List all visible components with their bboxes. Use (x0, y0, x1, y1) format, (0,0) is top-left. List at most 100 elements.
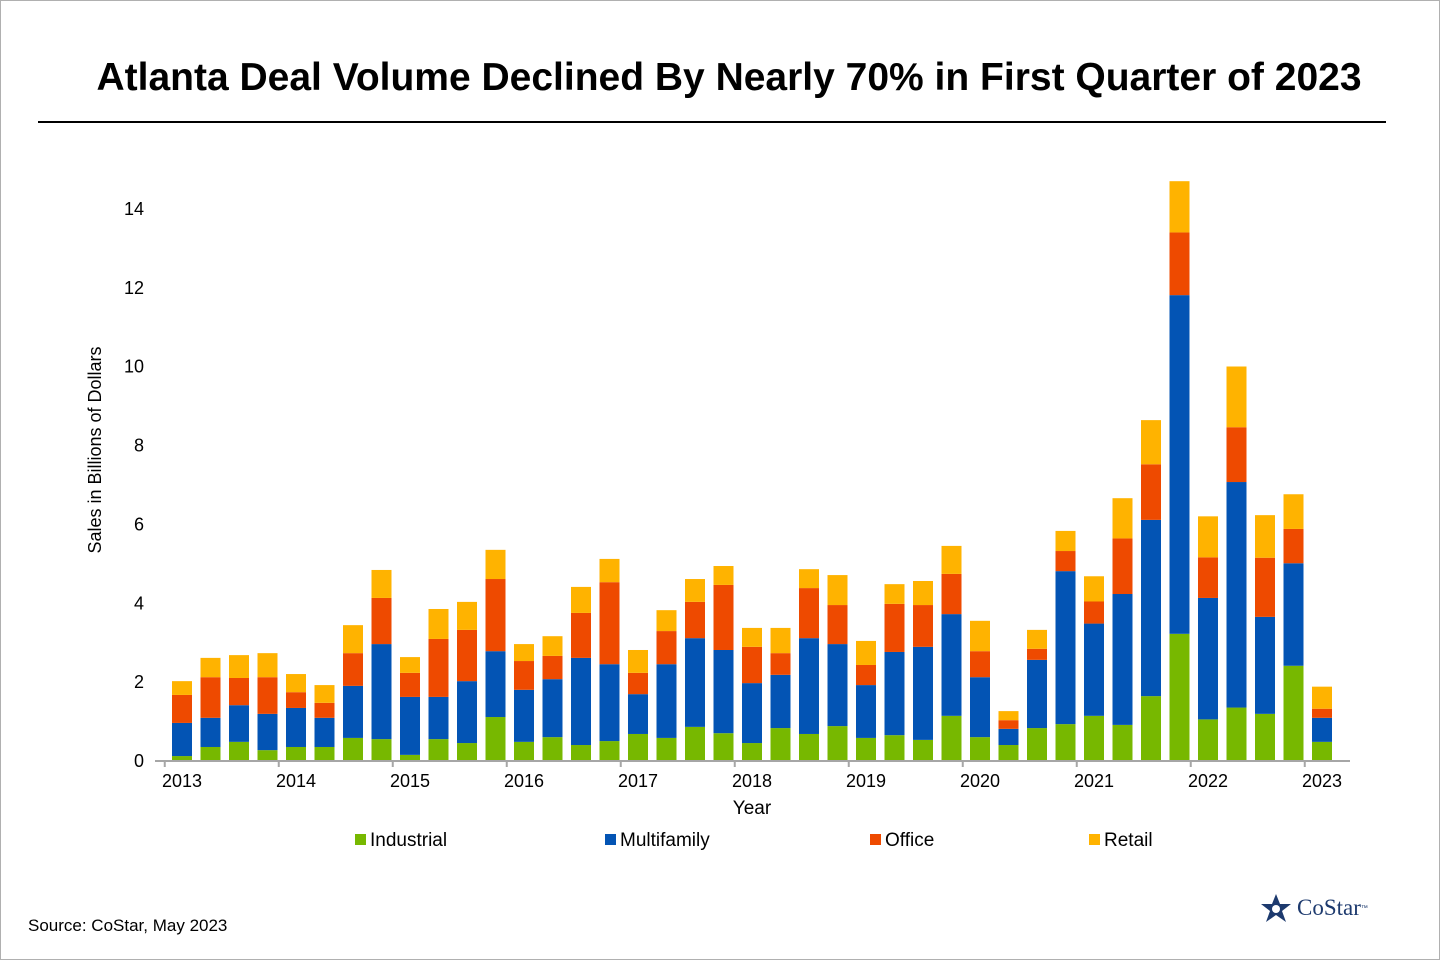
bar-multifamily-28 (970, 677, 990, 738)
bar-retail-31 (1055, 530, 1076, 552)
bar-industrial-2 (229, 741, 249, 760)
bar-office-30 (1027, 648, 1047, 660)
bar-industrial-31 (1055, 724, 1076, 760)
bar-multifamily-12 (514, 689, 534, 742)
bar-retail-34 (1141, 420, 1161, 465)
bar-multifamily-14 (571, 657, 591, 746)
bar-office-25 (884, 603, 905, 652)
legend: Industrial Multifamily Office Retail (355, 830, 1153, 851)
bar-multifamily-36 (1198, 597, 1218, 720)
legend-label: Multifamily (620, 830, 710, 851)
y-tick-label: 4 (134, 593, 144, 613)
bar-office-13 (542, 655, 563, 680)
bar-industrial-16 (628, 733, 648, 760)
bar-industrial-19 (713, 733, 734, 760)
source-note: Source: CoStar, May 2023 (28, 916, 228, 935)
x-tick-label: 2020 (960, 771, 1000, 791)
chart-title: Atlanta Deal Volume Declined By Nearly 7… (96, 56, 1362, 99)
bar-office-5 (314, 702, 335, 718)
bar-industrial-3 (257, 750, 278, 760)
bar-multifamily-22 (799, 638, 819, 734)
bar-retail-23 (827, 575, 848, 606)
bar-industrial-0 (172, 756, 192, 760)
bar-multifamily-18 (685, 638, 705, 727)
bar-industrial-10 (457, 743, 477, 760)
bar-office-9 (428, 638, 449, 697)
bar-multifamily-37 (1226, 482, 1247, 708)
bar-retail-18 (685, 579, 705, 602)
bar-industrial-33 (1112, 724, 1133, 760)
logo-text: CoStar (1297, 895, 1361, 920)
bar-multifamily-20 (742, 683, 762, 744)
bar-multifamily-0 (172, 722, 192, 757)
bar-multifamily-21 (770, 674, 791, 729)
bar-office-28 (970, 651, 990, 678)
legend-label: Industrial (370, 830, 447, 851)
bar-industrial-5 (314, 746, 335, 760)
bar-office-7 (371, 597, 392, 645)
bar-multifamily-15 (599, 664, 620, 742)
bar-multifamily-27 (941, 614, 962, 716)
bar-industrial-25 (884, 735, 905, 760)
bar-retail-21 (770, 627, 791, 654)
bar-industrial-7 (371, 739, 392, 760)
bar-industrial-39 (1283, 665, 1304, 760)
bar-retail-38 (1255, 515, 1275, 558)
bar-industrial-13 (542, 737, 563, 760)
bar-retail-40 (1312, 686, 1332, 709)
bar-office-39 (1283, 528, 1304, 564)
bar-office-24 (856, 664, 876, 686)
bar-retail-36 (1198, 516, 1218, 558)
bar-industrial-21 (770, 728, 791, 760)
bar-industrial-23 (827, 726, 848, 760)
x-tick-label: 2018 (732, 771, 772, 791)
title-divider (38, 121, 1386, 123)
bar-office-16 (628, 672, 648, 695)
costar-logo: CoStar ™ (1260, 893, 1368, 923)
bar-multifamily-25 (884, 651, 905, 736)
y-tick-label: 14 (124, 199, 144, 219)
bar-office-40 (1312, 708, 1332, 718)
bar-industrial-29 (998, 745, 1019, 760)
bar-office-34 (1141, 464, 1161, 520)
y-tick-label: 8 (134, 436, 144, 456)
x-axis-label: Year (733, 798, 772, 819)
bar-multifamily-1 (200, 717, 221, 747)
bar-multifamily-16 (628, 694, 648, 734)
x-tick-label: 2015 (390, 771, 430, 791)
bar-office-33 (1112, 538, 1133, 595)
y-tick-label: 0 (134, 751, 144, 771)
y-tick-label: 12 (124, 278, 144, 298)
bar-retail-27 (941, 545, 962, 574)
bar-retail-11 (485, 549, 506, 580)
x-tick-label: 2013 (162, 771, 202, 791)
legend-item-industrial: Industrial (355, 830, 447, 851)
bar-industrial-37 (1226, 707, 1247, 760)
bar-office-19 (713, 584, 734, 650)
bar-multifamily-2 (229, 705, 249, 742)
bar-industrial-14 (571, 745, 591, 760)
bar-retail-7 (371, 569, 392, 598)
bar-office-3 (257, 677, 278, 714)
bar-multifamily-31 (1055, 571, 1076, 725)
x-tick-label: 2016 (504, 771, 544, 791)
bar-industrial-11 (485, 717, 506, 760)
bar-retail-17 (656, 610, 677, 632)
bar-retail-12 (514, 644, 534, 662)
bar-retail-26 (913, 580, 933, 606)
bar-office-37 (1226, 427, 1247, 483)
bar-multifamily-5 (314, 717, 335, 747)
bar-multifamily-33 (1112, 594, 1133, 725)
bar-retail-3 (257, 653, 278, 678)
bar-multifamily-40 (1312, 717, 1332, 742)
legend-label: Retail (1104, 830, 1153, 851)
bar-office-15 (599, 582, 620, 665)
bar-retail-5 (314, 685, 335, 703)
bar-office-11 (485, 579, 506, 652)
bar-industrial-17 (656, 737, 677, 760)
bar-multifamily-10 (457, 681, 477, 744)
bar-retail-30 (1027, 629, 1047, 649)
bar-office-6 (343, 653, 363, 686)
bar-office-1 (200, 677, 221, 718)
